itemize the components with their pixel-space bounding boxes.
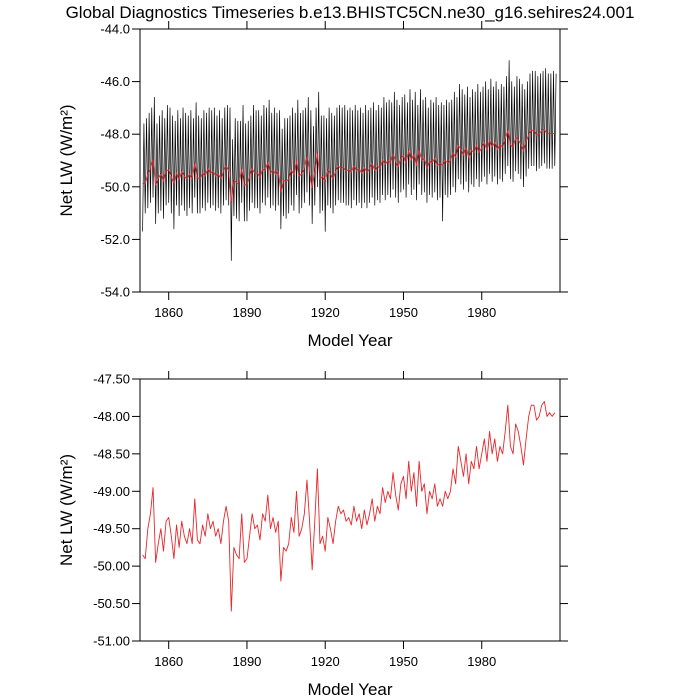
x-tick-label: 1950 bbox=[389, 654, 418, 669]
x-tick-label: 1920 bbox=[311, 654, 340, 669]
x-tick-label: 1980 bbox=[467, 305, 496, 320]
y-tick-label: -48.00 bbox=[93, 409, 130, 424]
chart-title: Global Diagnostics Timeseries b.e13.BHIS… bbox=[66, 3, 635, 22]
y-tick-label: -46.0 bbox=[100, 74, 130, 89]
y-tick-label: -52.0 bbox=[100, 232, 130, 247]
data-line bbox=[142, 60, 557, 261]
data-line bbox=[142, 128, 555, 204]
x-tick-label: 1920 bbox=[311, 305, 340, 320]
x-tick-label: 1980 bbox=[467, 654, 496, 669]
x-axis-label: Model Year bbox=[307, 331, 392, 350]
y-tick-label: -44.0 bbox=[100, 22, 130, 37]
data-line bbox=[142, 401, 556, 612]
y-tick-label: -50.0 bbox=[100, 179, 130, 194]
y-axis-label: Net LW (W/m²) bbox=[57, 104, 76, 216]
plot-frame bbox=[139, 28, 561, 293]
y-tick-label: -51.00 bbox=[93, 634, 130, 649]
y-tick-label: -48.50 bbox=[93, 446, 130, 461]
y-tick-label: -48.0 bbox=[100, 127, 130, 142]
y-tick-label: -50.50 bbox=[93, 596, 130, 611]
plot-area bbox=[142, 401, 556, 612]
plot-frame bbox=[139, 378, 561, 642]
y-tick-label: -49.00 bbox=[93, 484, 130, 499]
panel: -51.00 -50.50 -50.00 -49.50 -49.00 -48.50 -48.… bbox=[57, 371, 568, 699]
y-tick-label: -47.50 bbox=[93, 372, 130, 387]
x-tick-label: 1860 bbox=[154, 654, 183, 669]
y-tick-label: -50.00 bbox=[93, 559, 130, 574]
panel: -54.0 -52.0 -50.0 -48.0 -46.0 -44.0 1860 1890 19… bbox=[57, 3, 634, 350]
y-tick-label: -54.0 bbox=[100, 285, 130, 300]
x-tick-label: 1860 bbox=[154, 305, 183, 320]
x-tick-label: 1950 bbox=[389, 305, 418, 320]
y-tick-label: -49.50 bbox=[93, 521, 130, 536]
x-tick-label: 1890 bbox=[232, 654, 261, 669]
x-axis-label: Model Year bbox=[307, 680, 392, 699]
x-tick-label: 1890 bbox=[232, 305, 261, 320]
y-axis-label: Net LW (W/m²) bbox=[57, 454, 76, 566]
plot-area bbox=[142, 60, 557, 261]
